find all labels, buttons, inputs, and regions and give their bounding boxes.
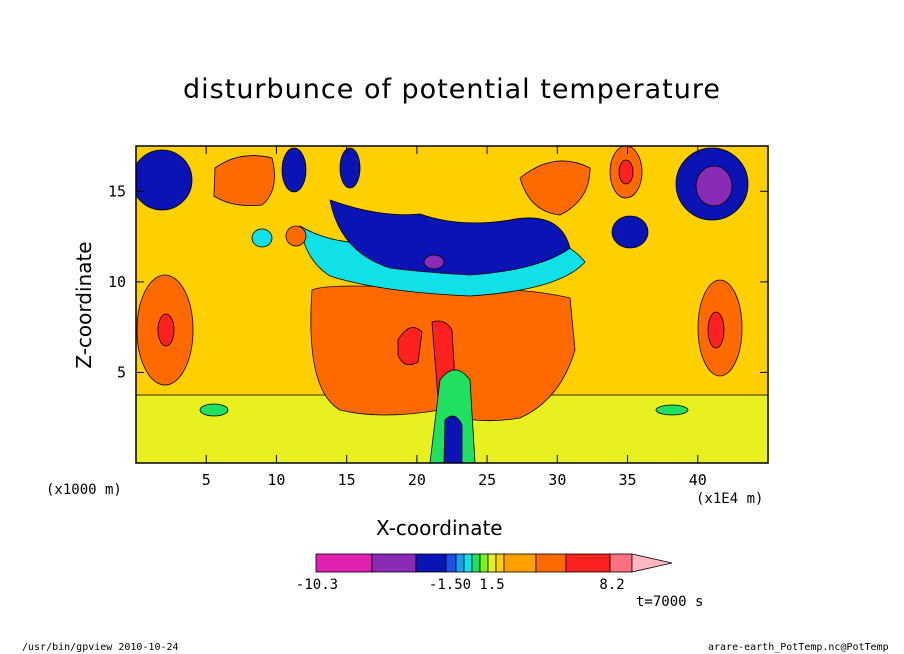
- x-tick-label: 35: [619, 471, 637, 489]
- plot-frame: [135, 145, 769, 464]
- field-cold-cell-left: [136, 149, 193, 211]
- x-axis-label: X-coordinate: [376, 516, 503, 540]
- colorbar-swatch: [609, 553, 633, 573]
- colorbar-swatch: [495, 553, 505, 573]
- x-tick-label: 25: [478, 471, 496, 489]
- colorbar-swatch: [445, 553, 457, 573]
- colorbar-label: 8.2: [599, 577, 624, 593]
- y-tick-label: 15: [108, 182, 126, 200]
- colorbar-swatch: [415, 553, 447, 573]
- y-axis-label: Z-coordinate: [72, 241, 96, 369]
- y-tick-label: 5: [117, 363, 126, 381]
- field-cold-min-right: [695, 165, 733, 207]
- field-plume-blue: [443, 415, 463, 463]
- colorbar-label: -1.50: [429, 577, 471, 593]
- time-label: t=7000 s: [636, 594, 704, 610]
- field-cool-trough: [329, 199, 571, 276]
- x-tick-label: 20: [408, 471, 426, 489]
- colorbar-swatch: [565, 553, 611, 573]
- x-tick-label: 40: [689, 471, 707, 489]
- x-tick-label: 15: [338, 471, 356, 489]
- field-cold-cell-b: [339, 147, 361, 189]
- field-green-spot-left: [199, 403, 229, 417]
- footer-left: /usr/bin/gpview 2010-10-24: [22, 642, 179, 653]
- field-max-right: [707, 311, 725, 349]
- field-cold-cell-c: [611, 215, 649, 249]
- field-cold-cell-a: [281, 147, 307, 193]
- colorbar-swatch: [535, 553, 567, 573]
- x-unit-label: (x1000 m): [46, 482, 122, 498]
- field-warm-max-a: [397, 327, 423, 366]
- field-cool-min-center: [423, 254, 445, 270]
- colorbar-swatch: [503, 553, 537, 573]
- x-tick-label: 30: [548, 471, 566, 489]
- colorbar-arrow: [631, 553, 673, 573]
- y-tick-label: 10: [108, 273, 126, 291]
- field-warm-upper-right: [519, 160, 591, 216]
- footer-right: arare-earth_PotTemp.nc@PotTemp: [708, 642, 889, 653]
- colorbar-swatch: [487, 553, 497, 573]
- colorbar-swatch: [471, 553, 481, 573]
- x-scale-label: (x1E4 m): [696, 491, 764, 507]
- colorbar-swatch: [455, 553, 465, 573]
- colorbar-label: 1.5: [479, 577, 504, 593]
- x-tick-label: 10: [267, 471, 285, 489]
- contour-field: [136, 146, 768, 463]
- colorbar-swatch: [371, 553, 417, 573]
- chart-title: disturbunce of potential temperature: [183, 74, 721, 105]
- field-green-spot-right: [655, 404, 689, 416]
- field-cyan-cell: [251, 228, 273, 248]
- x-axis: 5 10 15 20 25 30 35 40: [202, 146, 707, 489]
- colorbar-swatch: [463, 553, 473, 573]
- colorbar-swatch: [479, 553, 489, 573]
- field-max-left: [157, 313, 175, 347]
- x-tick-label: 5: [202, 471, 211, 489]
- field-warm-cell: [285, 225, 307, 247]
- field-warm-upper-left: [213, 155, 275, 206]
- colorbar: -10.3 -1.50 1.5 8.2: [296, 553, 673, 593]
- field-max-upper-far: [618, 159, 634, 185]
- colorbar-swatch: [315, 553, 373, 573]
- y-axis: 5 10 15: [108, 182, 768, 381]
- colorbar-label: -10.3: [296, 577, 338, 593]
